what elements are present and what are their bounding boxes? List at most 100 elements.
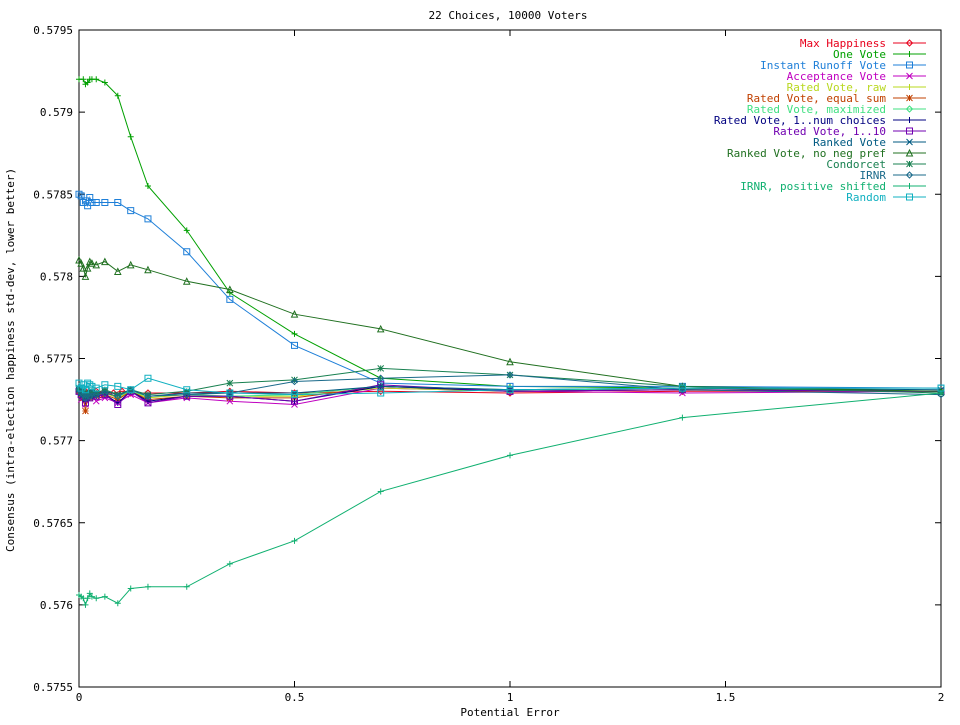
y-axis-label: Consensus (intra-election happiness std-… [4, 168, 17, 552]
series-13 [76, 389, 944, 608]
data-point [144, 399, 152, 407]
data-point [678, 384, 686, 392]
legend-marker [906, 94, 913, 102]
legend-marker [906, 117, 913, 123]
data-point [183, 227, 190, 234]
legend-marker [906, 84, 913, 90]
data-point [77, 259, 85, 267]
data-point [114, 600, 121, 607]
data-point [127, 133, 134, 140]
legend-label: Rated Vote, 1..10 [773, 125, 886, 138]
data-point [75, 379, 83, 387]
x-tick-label: 0 [76, 691, 83, 704]
data-point [88, 382, 96, 390]
data-point [88, 593, 95, 600]
data-point [127, 585, 134, 592]
data-point [77, 192, 85, 200]
data-point [114, 391, 122, 398]
x-tick-label: 0.5 [285, 691, 305, 704]
data-point [88, 259, 96, 267]
legend-label: Rated Vote, maximized [747, 103, 886, 116]
data-point [226, 295, 234, 303]
y-tick-label: 0.576 [40, 599, 73, 612]
legend-marker [905, 148, 914, 157]
series-line [78, 392, 942, 607]
data-point [82, 392, 89, 400]
data-point [290, 377, 299, 386]
data-point [376, 374, 385, 382]
series-line [78, 384, 942, 406]
data-point [80, 76, 87, 83]
data-point [377, 365, 385, 372]
data-point [82, 601, 89, 608]
data-point [75, 255, 83, 264]
data-point [144, 391, 152, 398]
data-point [226, 389, 234, 397]
data-point [88, 389, 96, 397]
data-point [506, 386, 514, 394]
data-point [92, 384, 100, 392]
data-point [101, 257, 109, 266]
data-point [144, 583, 151, 590]
x-tick-label: 1 [507, 691, 514, 704]
data-point [144, 265, 152, 274]
legend-marker [906, 61, 913, 69]
data-point [93, 595, 100, 602]
data-point [84, 79, 91, 86]
legend-label: Condorcet [826, 158, 886, 171]
legend-marker [906, 51, 913, 57]
data-point [114, 392, 122, 400]
data-point [291, 537, 298, 544]
y-tick-label: 0.5755 [33, 681, 73, 694]
ticks-layer: 0 0.5 1 1.5 2 0.5755 0.576 0.5765 0.577 0.5775 0.5… [33, 24, 944, 704]
series-2 [75, 190, 945, 392]
legend-label: One Vote [833, 48, 886, 61]
data-point [226, 379, 234, 387]
series-14 [75, 374, 945, 399]
legend-label: Rated Vote, raw [787, 81, 887, 94]
legend-marker [905, 105, 914, 113]
series-line [78, 374, 942, 399]
data-point [678, 385, 687, 394]
data-point [84, 595, 91, 602]
data-point [77, 384, 85, 392]
data-point [679, 414, 686, 421]
data-point [79, 264, 88, 272]
data-point [183, 390, 191, 399]
data-point [101, 79, 108, 86]
legend-label: IRNR, positive shifted [740, 180, 886, 193]
data-point [144, 392, 152, 400]
data-point [291, 391, 298, 399]
legend-marker [906, 72, 913, 80]
legend-label: Max Happiness [800, 37, 886, 50]
data-point [183, 248, 191, 256]
legend-marker [906, 183, 913, 189]
data-point [127, 386, 135, 394]
data-point [183, 386, 191, 394]
y-tick-label: 0.5785 [33, 188, 73, 201]
y-tick-label: 0.579 [40, 106, 73, 119]
legend-label: Rated Vote, 1..num choices [714, 114, 886, 127]
data-point [114, 198, 122, 206]
data-point [114, 400, 122, 408]
data-point [93, 76, 100, 83]
data-point [83, 264, 92, 272]
data-point [92, 260, 101, 269]
data-point [88, 387, 96, 395]
series-line [78, 259, 942, 392]
data-point [86, 590, 93, 597]
chart-title: 22 Choices, 10000 Voters [429, 9, 588, 22]
legend-marker [906, 193, 913, 201]
y-tick-label: 0.578 [40, 270, 73, 283]
data-point [86, 391, 94, 398]
data-point [84, 379, 92, 387]
data-point [114, 92, 121, 99]
series-line [78, 377, 941, 396]
data-point [507, 452, 513, 459]
data-point [101, 381, 109, 389]
data-point [81, 272, 90, 280]
data-point [101, 593, 108, 600]
y-tick-label: 0.5765 [33, 517, 73, 530]
series-12 [75, 371, 945, 402]
